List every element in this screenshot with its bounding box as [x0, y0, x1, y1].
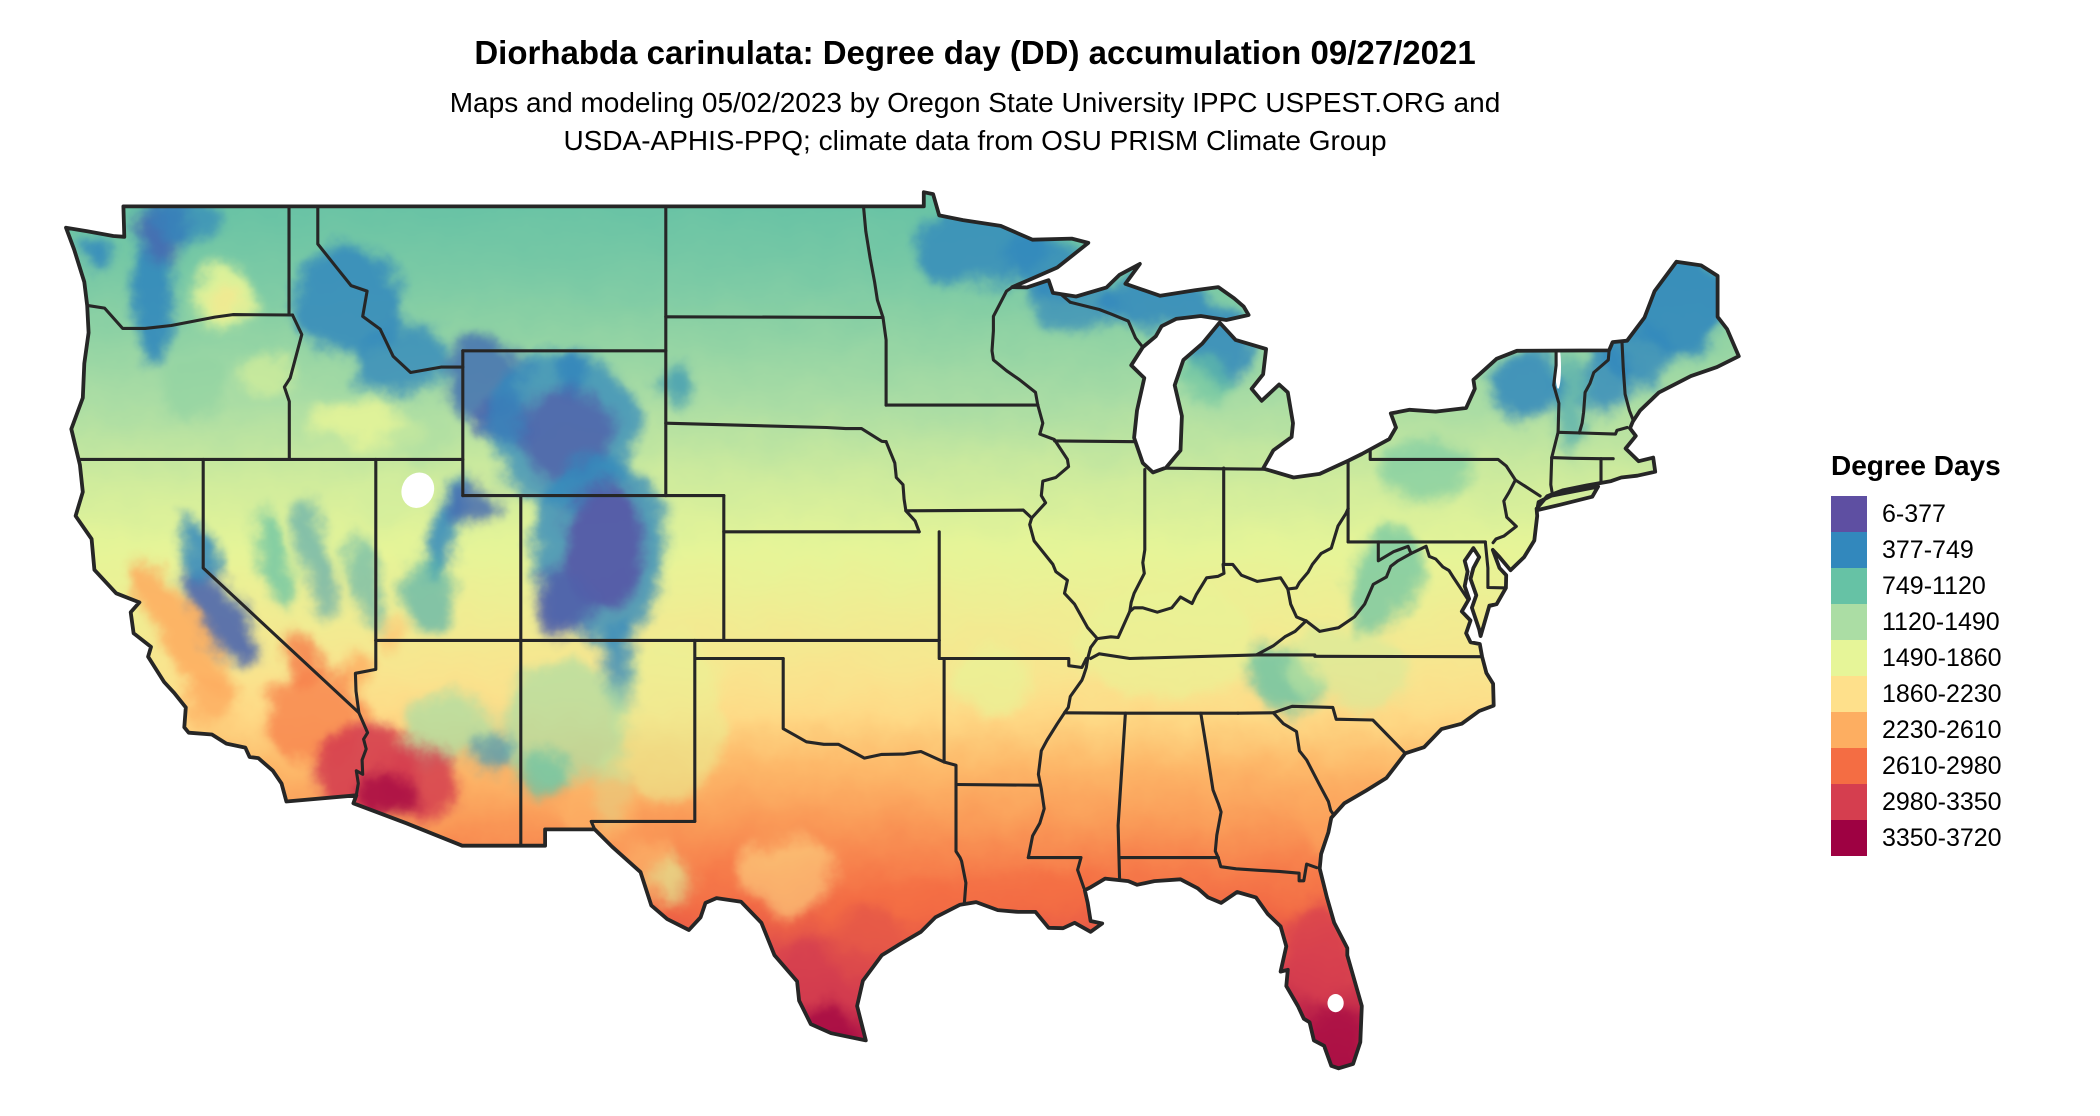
subtitle-line-1: Maps and modeling 05/02/2023 by Oregon S… — [449, 87, 1501, 118]
legend-item: 1860-2230 — [1831, 676, 2002, 712]
legend-swatch — [1831, 568, 1867, 604]
us-outline — [64, 190, 1741, 1071]
legend-range-label: 2610-2980 — [1882, 751, 2002, 780]
header: Diorhabda carinulata: Degree day (DD) ac… — [0, 0, 1950, 160]
legend-range-label: 1120-1490 — [1882, 607, 2000, 636]
legend-title: Degree Days — [1831, 450, 2001, 481]
legend-swatch — [1831, 640, 1867, 676]
legend-swatch — [1831, 748, 1867, 784]
legend-item: 3350-3720 — [1831, 820, 2002, 856]
legend-range-label: 1490-1860 — [1882, 643, 2002, 672]
legend-swatch — [1831, 712, 1867, 748]
legend-item: 749-1120 — [1831, 568, 2002, 604]
legend-swatch — [1831, 532, 1867, 568]
legend-item: 1490-1860 — [1831, 640, 2002, 676]
legend-item: 1120-1490 — [1831, 604, 2002, 640]
legend-range-label: 6-377 — [1882, 499, 1946, 528]
legend-range-label: 1860-2230 — [1882, 679, 2002, 708]
legend-swatch — [1831, 784, 1867, 820]
great-salt-lake — [401, 472, 435, 508]
legend-item: 2610-2980 — [1831, 748, 2002, 784]
legend-items: 6-377 377-749 749-1120 1120-1490 1490-1860 18… — [1831, 496, 2002, 856]
degree-day-raster — [66, 192, 1739, 1069]
legend-item: 6-377 — [1831, 496, 2002, 532]
legend-item: 377-749 — [1831, 532, 2002, 568]
legend-swatch — [1831, 496, 1867, 532]
legend-swatch — [1831, 604, 1867, 640]
legend-swatch — [1831, 676, 1867, 712]
legend-item: 2980-3350 — [1831, 784, 2002, 820]
legend-range-label: 2980-3350 — [1882, 787, 2002, 816]
subtitle-line-2: USDA-APHIS-PPQ; climate data from OSU PR… — [563, 125, 1387, 156]
legend-range-label: 3350-3720 — [1882, 823, 2002, 852]
page-title: Diorhabda carinulata: Degree day (DD) ac… — [474, 34, 1476, 71]
subtitle: Maps and modeling 05/02/2023 by Oregon S… — [0, 84, 1950, 160]
legend: Degree Days 6-377 377-749 749-1120 1120-149… — [1831, 450, 2002, 856]
legend-range-label: 2230-2610 — [1882, 715, 2002, 744]
lake-okeechobee — [1327, 994, 1344, 1013]
legend-range-label: 749-1120 — [1882, 571, 1986, 600]
legend-swatch — [1831, 820, 1867, 856]
state-borders — [75, 204, 1635, 905]
legend-item: 2230-2610 — [1831, 712, 2002, 748]
legend-range-label: 377-749 — [1882, 535, 1974, 564]
